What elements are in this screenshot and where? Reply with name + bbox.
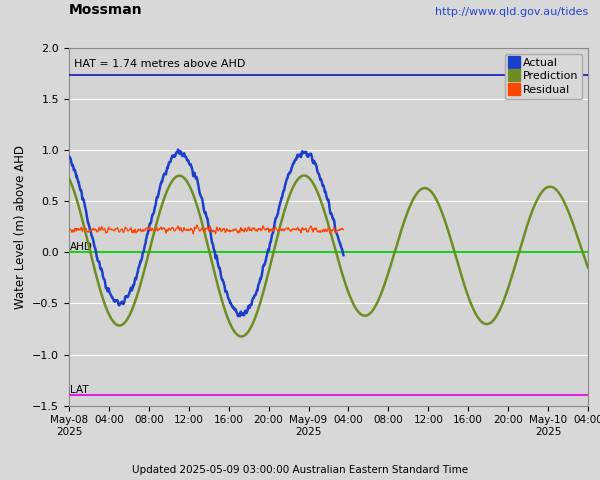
Legend: Actual, Prediction, Residual: Actual, Prediction, Residual — [505, 54, 583, 99]
Text: HAT = 1.74 metres above AHD: HAT = 1.74 metres above AHD — [74, 59, 245, 69]
Y-axis label: Water Level (m) above AHD: Water Level (m) above AHD — [14, 145, 27, 309]
Text: LAT: LAT — [70, 385, 89, 396]
Text: AHD: AHD — [70, 242, 93, 252]
Text: http://www.qld.gov.au/tides: http://www.qld.gov.au/tides — [435, 7, 588, 17]
Text: Mossman: Mossman — [69, 3, 143, 17]
Text: Updated 2025-05-09 03:00:00 Australian Eastern Standard Time: Updated 2025-05-09 03:00:00 Australian E… — [132, 465, 468, 475]
